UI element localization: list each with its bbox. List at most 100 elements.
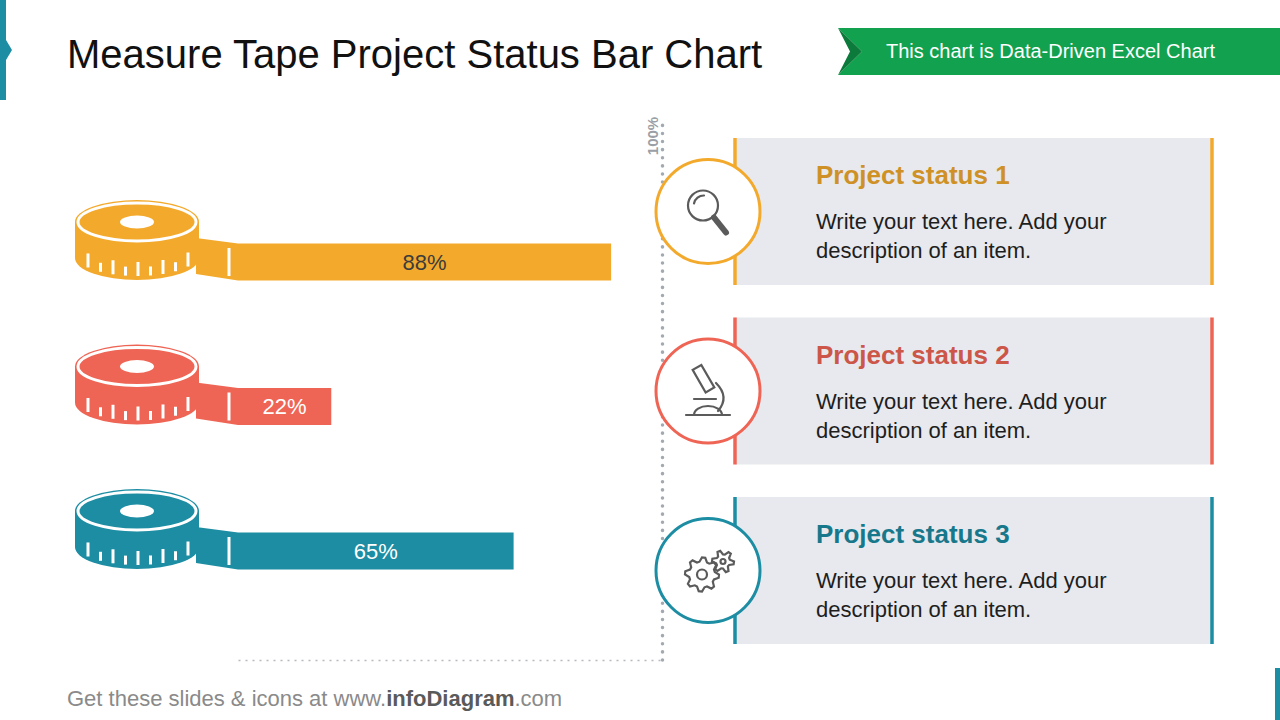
- title: Measure Tape Project Status Bar Chart: [67, 32, 762, 76]
- tape-scale-mark: [87, 253, 90, 267]
- tape-scale-mark: [137, 406, 140, 420]
- slide: Measure Tape Project Status Bar Chart Thi…: [0, 0, 1280, 720]
- icon-part: [712, 551, 734, 572]
- icon-part: [697, 570, 707, 580]
- tape-scale-mark: [124, 267, 127, 276]
- tape-scale-mark: [149, 555, 152, 564]
- axis-line: [239, 660, 663, 662]
- tape-icon: [75, 200, 238, 280]
- card-title: Project status 2: [816, 340, 1010, 370]
- tape-tail: [196, 527, 238, 570]
- icon: [688, 191, 726, 233]
- bar: [238, 388, 331, 425]
- corner-accent: [1275, 668, 1280, 720]
- bars: [238, 244, 611, 570]
- icon: [686, 365, 730, 415]
- status-card: Project status 3 Write your text here. Ad…: [656, 497, 1212, 644]
- tape-top: [78, 348, 196, 386]
- tape-tail-mark: [228, 393, 231, 421]
- card-description: Write your text here. Add your descriptio…: [816, 568, 1107, 622]
- tape-scale-mark: [187, 253, 190, 267]
- icon-circle: [656, 519, 760, 623]
- status-card: Project status 2 Write your text here. Ad…: [656, 318, 1212, 465]
- tape-hole: [120, 360, 154, 373]
- data-label: 65%: [354, 539, 398, 564]
- tape-scale-mark: [162, 260, 165, 274]
- card-title: Project status 3: [816, 519, 1010, 549]
- tape-scale-mark: [112, 260, 115, 274]
- description-line: Write your text here. Add your: [816, 568, 1107, 593]
- card-right-border: [1210, 497, 1214, 644]
- description-line: Write your text here. Add your: [816, 209, 1107, 234]
- tape-scale-mark: [87, 542, 90, 556]
- tape-icon: [75, 489, 238, 569]
- tape-scale-mark: [112, 549, 115, 563]
- tape-scale-mark: [99, 552, 102, 561]
- tape-body: [75, 200, 199, 280]
- footer-tail: .com: [515, 686, 563, 711]
- icon-circle: [656, 160, 760, 264]
- icon-part: [716, 383, 724, 411]
- tape-top: [78, 203, 196, 241]
- card-bg: [735, 318, 1212, 465]
- description-line: description of an item.: [816, 418, 1031, 443]
- footer-lead: Get these slides & icons at www.: [67, 686, 386, 711]
- card-description: Write your text here. Add your descriptio…: [816, 389, 1107, 443]
- footer: Get these slides & icons at www.infoDiag…: [67, 686, 562, 711]
- description-line: Write your text here. Add your: [816, 389, 1107, 414]
- banner-fold: [838, 28, 862, 75]
- tape-scale-mark: [124, 556, 127, 565]
- card-right-border: [1210, 318, 1214, 465]
- left-accent-notch: [6, 40, 12, 60]
- tape-scale-mark: [162, 404, 165, 418]
- tape-icon: [75, 345, 238, 425]
- icon: [685, 551, 734, 592]
- card-bg: [735, 138, 1212, 285]
- tape-hole: [120, 216, 154, 229]
- icon-circle: [656, 339, 760, 443]
- icon-part: [694, 406, 722, 415]
- banner-shape: [838, 28, 1280, 75]
- icon-part: [721, 559, 726, 564]
- tape-hole: [120, 505, 154, 518]
- tape-scale-mark: [137, 551, 140, 565]
- x-axis: 100%: [239, 117, 663, 661]
- tape-scale-mark: [162, 549, 165, 563]
- tape-scale-mark: [174, 551, 177, 560]
- bar: [238, 244, 611, 281]
- description-line: description of an item.: [816, 597, 1031, 622]
- tape-scale-mark: [149, 411, 152, 420]
- icon-part: [714, 218, 726, 233]
- icon-part: [694, 195, 704, 203]
- tape-scale-mark: [87, 398, 90, 412]
- tape-scale-mark: [112, 405, 115, 419]
- tape-scale-mark: [174, 407, 177, 416]
- tape-scale-mark: [124, 411, 127, 420]
- data-label: 22%: [263, 394, 307, 419]
- card-title: Project status 1: [816, 160, 1010, 190]
- tape-scale-mark: [137, 262, 140, 276]
- tape-top: [78, 492, 196, 530]
- card-right-border: [1210, 138, 1214, 285]
- tape-scale-mark: [187, 542, 190, 556]
- tick-label: 100%: [644, 117, 661, 155]
- data-label: 88%: [403, 250, 447, 275]
- tape-body: [75, 489, 199, 569]
- icon-part: [686, 414, 730, 416]
- icon-part: [694, 398, 716, 400]
- tape-body: [75, 345, 199, 425]
- card-bg: [735, 497, 1212, 644]
- left-accent: [0, 0, 6, 100]
- tape-scale-mark: [149, 266, 152, 275]
- data-labels: 88% 22% 65%: [263, 250, 447, 564]
- description-line: description of an item.: [816, 238, 1031, 263]
- tape-tail-mark: [228, 537, 231, 565]
- tape-scale-mark: [99, 263, 102, 272]
- tape-tail: [196, 383, 238, 426]
- tape-tail: [196, 238, 238, 281]
- card-description: Write your text here. Add your descriptio…: [816, 209, 1107, 263]
- bar: [238, 533, 514, 570]
- banner-text: This chart is Data-Driven Excel Chart: [886, 40, 1215, 62]
- tape-scale-mark: [187, 397, 190, 411]
- tape-tail-mark: [228, 248, 231, 276]
